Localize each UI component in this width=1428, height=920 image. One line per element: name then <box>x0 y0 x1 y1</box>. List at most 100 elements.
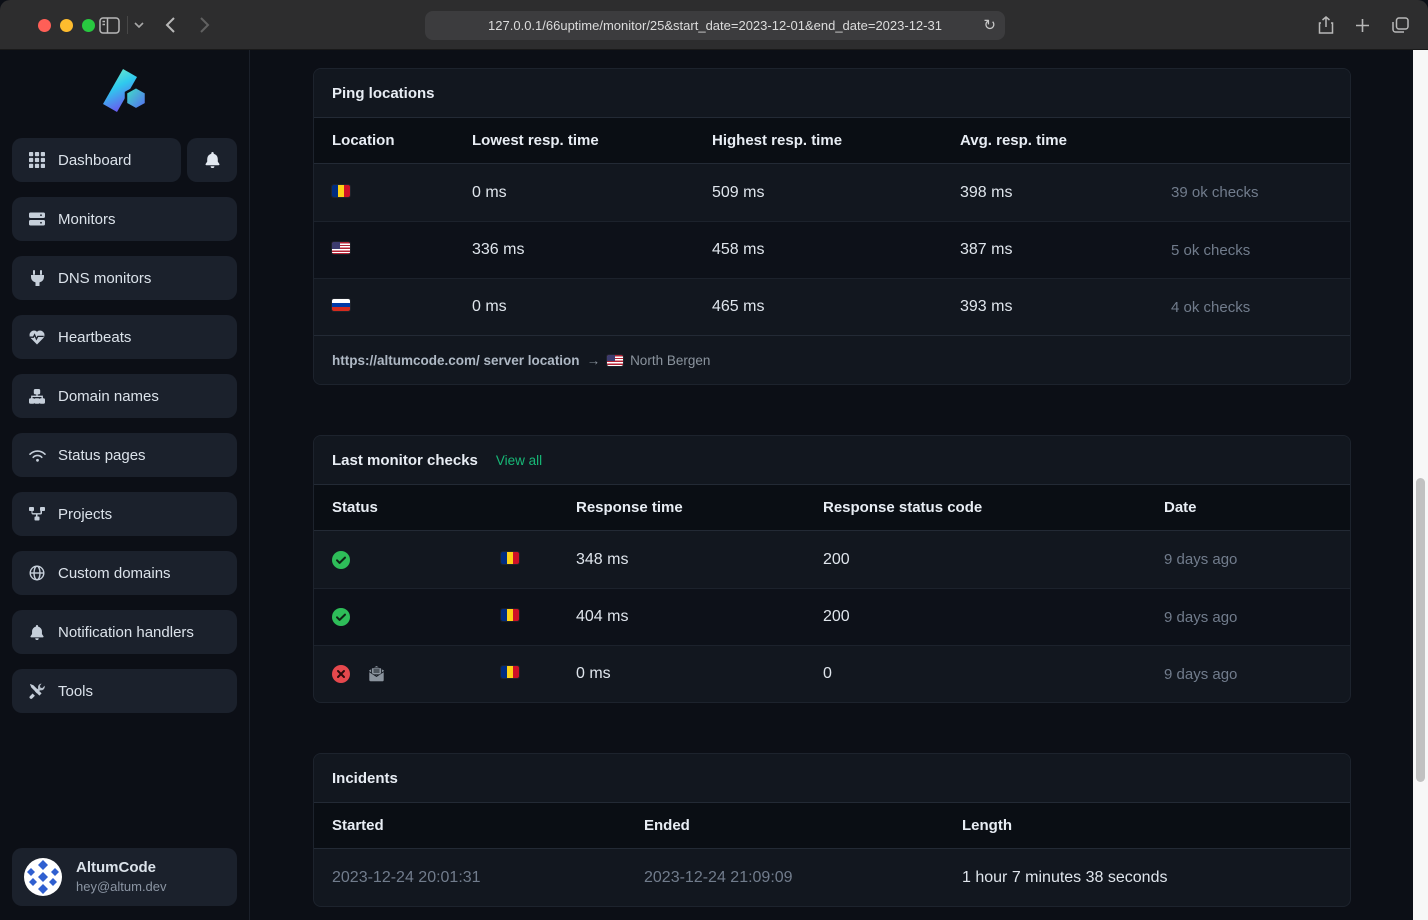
reload-icon[interactable]: ↻ <box>983 17 996 34</box>
back-button[interactable] <box>156 12 184 38</box>
incident-length: 1 hour 7 minutes 38 seconds <box>962 868 1168 886</box>
response-status-code: 200 <box>823 608 850 625</box>
column-status: Status <box>332 499 378 516</box>
usa-flag-icon <box>332 242 350 254</box>
avg-resp-time: 398 ms <box>960 183 1013 201</box>
incidents-card: Incidents Started Ended Length 2023-12-2… <box>313 753 1351 907</box>
grid-icon <box>28 152 46 168</box>
status-ok-icon <box>332 550 350 569</box>
app-logo[interactable] <box>12 68 237 114</box>
window-zoom-button[interactable] <box>82 19 95 32</box>
usa-flag-icon <box>607 354 624 366</box>
column-status-code: Response status code <box>823 499 983 516</box>
incidents-title: Incidents <box>332 769 398 787</box>
table-row: 0 ms 0 9 days ago <box>314 645 1350 702</box>
table-row: 2023-12-24 20:01:31 2023-12-24 21:09:09 … <box>314 849 1350 906</box>
user-menu[interactable]: AltumCode hey@altum.dev <box>12 848 237 906</box>
sidebar-item-status-pages[interactable]: Status pages <box>12 433 237 477</box>
response-status-code: 200 <box>823 550 850 568</box>
ping-locations-card: Ping locations Location Lowest resp. tim… <box>313 68 1351 385</box>
sidebar-item-monitors[interactable]: Monitors <box>12 197 237 241</box>
sidebar-item-dns-monitors[interactable]: DNS monitors <box>12 256 237 300</box>
notifications-button[interactable] <box>187 138 237 182</box>
sidebar-item-tools[interactable]: Tools <box>12 669 237 713</box>
chevron-down-icon[interactable] <box>130 12 148 38</box>
table-row: 348 ms 200 9 days ago <box>314 531 1350 588</box>
tools-icon <box>28 683 46 699</box>
column-ended: Ended <box>644 817 690 834</box>
share-icon[interactable] <box>1312 12 1340 38</box>
sidebar-item-label: Status pages <box>58 446 146 464</box>
address-bar[interactable]: 127.0.0.1/66uptime/monitor/25&start_date… <box>425 11 1005 40</box>
window-minimize-button[interactable] <box>60 19 73 32</box>
diagram-icon <box>28 507 46 521</box>
column-length: Length <box>962 817 1012 834</box>
sidebar-item-label: Notification handlers <box>58 623 194 641</box>
highest-resp-time: 509 ms <box>712 183 765 201</box>
scrollbar-thumb[interactable] <box>1416 478 1425 782</box>
window-close-button[interactable] <box>38 19 51 32</box>
column-date: Date <box>1164 499 1197 516</box>
table-row: 336 ms 458 ms 387 ms 5 ok checks <box>314 221 1350 278</box>
server-location-value: North Bergen <box>630 352 711 368</box>
tab-overview-icon[interactable] <box>1386 12 1414 38</box>
wifi-icon <box>28 449 46 462</box>
ok-checks: 5 ok checks <box>1171 241 1251 259</box>
sidebar-item-domain-names[interactable]: Domain names <box>12 374 237 418</box>
last-monitor-checks-title: Last monitor checks <box>332 451 478 469</box>
ping-locations-title: Ping locations <box>332 84 435 102</box>
sidebar-item-dashboard[interactable]: Dashboard <box>12 138 181 182</box>
sidebar-item-projects[interactable]: Projects <box>12 492 237 536</box>
sidebar: Dashboard <box>0 50 250 920</box>
scrollbar-track[interactable] <box>1413 50 1428 920</box>
sidebar-item-label: DNS monitors <box>58 269 152 287</box>
sidebar-item-custom-domains[interactable]: Custom domains <box>12 551 237 595</box>
toolbar-divider <box>127 16 128 34</box>
sidebar-item-label: Custom domains <box>58 564 171 582</box>
sidebar-toggle-icon[interactable] <box>95 12 123 38</box>
check-date: 9 days ago <box>1164 608 1238 626</box>
ping-locations-header-row: Location Lowest resp. time Highest resp.… <box>314 117 1350 164</box>
response-time: 0 ms <box>576 665 611 682</box>
checks-header-row: Status Response time Response status cod… <box>314 484 1350 531</box>
response-time: 348 ms <box>576 550 629 568</box>
main-content: Ping locations Location Lowest resp. tim… <box>250 50 1428 920</box>
forward-button[interactable] <box>191 12 219 38</box>
sidebar-item-heartbeats[interactable]: Heartbeats <box>12 315 237 359</box>
plug-icon <box>28 270 46 286</box>
globe-icon <box>28 565 46 581</box>
browser-toolbar: 127.0.0.1/66uptime/monitor/25&start_date… <box>0 0 1428 50</box>
column-location: Location <box>332 132 395 149</box>
column-highest: Highest resp. time <box>712 132 843 149</box>
heart-pulse-icon <box>28 330 46 345</box>
sidebar-item-notification-handlers[interactable]: Notification handlers <box>12 610 237 654</box>
view-all-link[interactable]: View all <box>495 452 543 468</box>
column-avg: Avg. resp. time <box>960 132 1067 149</box>
sidebar-item-label: Monitors <box>58 210 116 228</box>
table-row: 0 ms 509 ms 398 ms 39 ok checks <box>314 164 1350 221</box>
bell-icon <box>28 624 46 640</box>
avg-resp-time: 393 ms <box>960 298 1013 315</box>
status-fail-icon <box>332 665 350 683</box>
response-time: 404 ms <box>576 608 629 625</box>
table-row: 0 ms 465 ms 393 ms 4 ok checks <box>314 278 1350 335</box>
romania-flag-icon <box>501 551 519 564</box>
response-status-code: 0 <box>823 665 832 682</box>
highest-resp-time: 465 ms <box>712 298 765 315</box>
avatar <box>24 858 62 896</box>
server-icon <box>28 211 46 227</box>
user-name: AltumCode <box>76 859 156 877</box>
arrow-right-icon: → <box>586 352 601 368</box>
monitor-url-label: https://altumcode.com/ server location <box>332 352 580 368</box>
new-tab-icon[interactable] <box>1348 12 1376 38</box>
russia-flag-icon <box>332 299 350 311</box>
sidebar-item-label: Tools <box>58 682 94 700</box>
table-row: 404 ms 200 9 days ago <box>314 588 1350 645</box>
sidebar-item-label: Projects <box>58 505 113 523</box>
lowest-resp-time: 0 ms <box>472 183 507 201</box>
lowest-resp-time: 0 ms <box>472 298 507 315</box>
incident-started: 2023-12-24 20:01:31 <box>332 868 481 886</box>
avg-resp-time: 387 ms <box>960 241 1013 258</box>
status-ok-icon <box>332 608 350 626</box>
